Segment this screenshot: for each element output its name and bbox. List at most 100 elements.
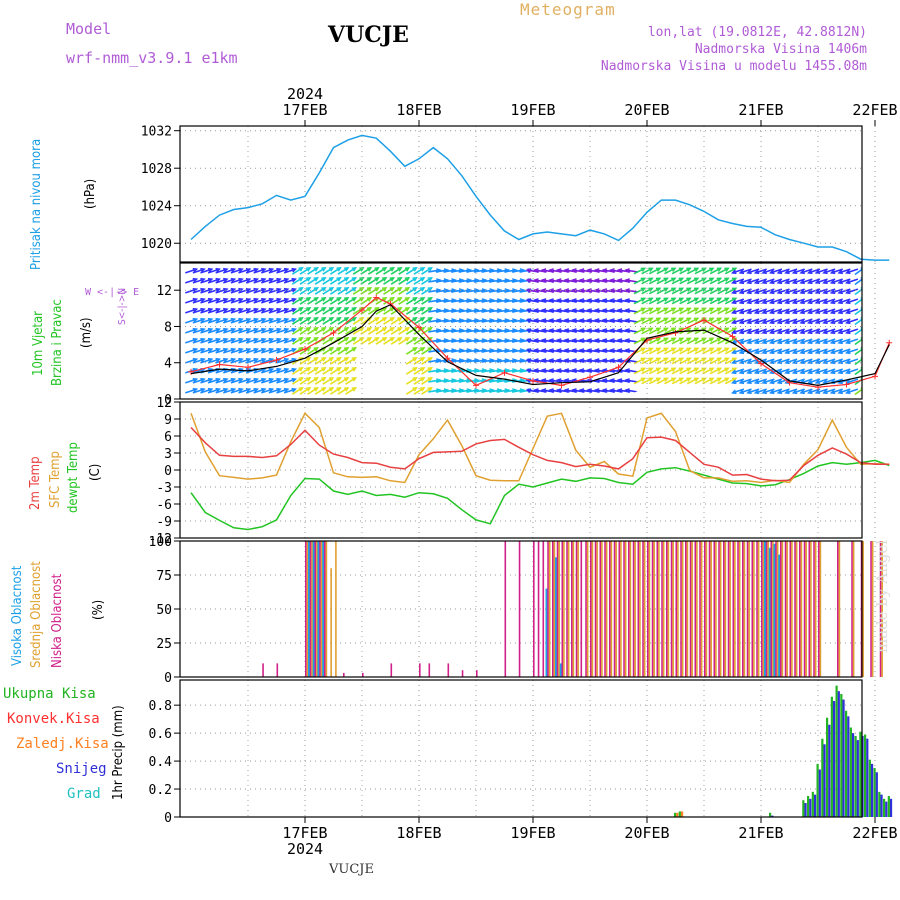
wind-vector-head — [716, 377, 723, 382]
wind-vector — [656, 317, 668, 325]
wind-vector-head — [366, 356, 373, 362]
wind-vector-head — [540, 328, 547, 333]
wind-vector — [261, 358, 273, 364]
wind-vector-head — [814, 279, 821, 285]
wind-vector — [238, 308, 251, 314]
wind-vector-head — [427, 366, 433, 372]
wind-vector — [458, 339, 471, 343]
wind-vector — [702, 357, 714, 365]
wind-vector-head — [200, 357, 206, 363]
wind-vector-head — [601, 358, 608, 363]
cloud-low-bar — [324, 541, 326, 677]
wind-vector-head — [533, 268, 539, 273]
wind-vector-head — [769, 339, 775, 345]
wind-vector — [625, 379, 638, 383]
wind-vector — [253, 388, 266, 394]
wind-vector — [504, 319, 517, 323]
wind-vector — [488, 309, 502, 313]
wind-vector-head — [207, 267, 214, 273]
temp2m-line — [190, 426, 890, 482]
wind-vector — [648, 327, 661, 335]
wind-vector — [276, 378, 289, 384]
wind-vector-head — [837, 299, 843, 305]
wind-vector-head — [891, 317, 895, 321]
wind-vector — [846, 268, 859, 274]
wind-vector-head — [238, 317, 244, 323]
wind-vector — [838, 278, 851, 284]
wind-vector-head — [344, 306, 350, 312]
wind-vector-head — [359, 356, 365, 362]
wind-vector — [739, 278, 752, 284]
wind-vector — [207, 328, 220, 334]
cloud-mid-bar — [624, 541, 627, 677]
wind-vector-head — [884, 327, 888, 331]
wind-vector — [878, 377, 888, 384]
wind-vector — [299, 327, 311, 335]
day-label-bottom: 21FEB — [738, 824, 783, 842]
wind-vector — [878, 337, 888, 344]
wind-vector — [625, 269, 638, 273]
wind-vector-head — [640, 267, 647, 272]
wind-vector-head — [207, 317, 214, 323]
wind-vector — [488, 369, 502, 373]
wind-vector — [686, 347, 699, 355]
wind-vector-head — [693, 367, 700, 372]
wind-vector — [679, 377, 691, 385]
wind-vector — [185, 278, 197, 284]
wind-vector — [800, 318, 813, 324]
wind-vector — [314, 307, 326, 315]
wind-vector — [747, 288, 760, 294]
wind-vector-head — [609, 388, 615, 393]
wind-vector — [421, 267, 433, 275]
wind-vector-head — [563, 308, 570, 313]
wind-vector-head — [876, 377, 880, 381]
wind-vector-head — [389, 286, 395, 292]
wind-vector-head — [876, 347, 880, 351]
wind-vector-head — [192, 287, 199, 293]
wind-vector — [511, 379, 524, 383]
wind-vector-head — [776, 359, 783, 365]
cloud-mid-bar — [620, 541, 622, 677]
wind-vector-head — [799, 279, 805, 285]
wind-vector-head — [655, 277, 662, 282]
wind-vector — [390, 357, 402, 365]
cloud-low-bar — [879, 541, 882, 677]
wind-vector-head — [753, 279, 760, 285]
wind-vector — [641, 307, 653, 315]
year-label-bottom: 2024 — [287, 840, 323, 858]
wind-vector — [207, 288, 220, 294]
wind-vector — [299, 317, 311, 325]
wind-vector — [245, 378, 258, 384]
wind-vector — [473, 359, 486, 363]
wind-vector — [656, 337, 668, 345]
wind-vector-head — [678, 297, 685, 302]
wind-vector-head — [351, 346, 357, 352]
wind-vector — [823, 288, 836, 294]
wind-vector — [450, 389, 464, 393]
wind-vector — [724, 317, 737, 325]
wind-vector-head — [427, 386, 433, 392]
wind-vector-head — [268, 267, 275, 273]
wind-vector — [800, 298, 813, 304]
wind-vector-head — [738, 299, 745, 305]
wind-vector — [702, 307, 714, 315]
wind-vector — [854, 318, 862, 326]
wind-gust-marker — [373, 294, 380, 301]
wind-vector — [473, 279, 486, 283]
cloud-mid-bar — [306, 541, 309, 677]
wind-vector-head — [753, 269, 760, 275]
wind-vector — [245, 298, 258, 304]
wind-vector-head — [586, 268, 592, 273]
cloud-mid-bar — [677, 541, 679, 677]
wind-vector — [838, 268, 851, 274]
wind-vector-head — [420, 356, 426, 362]
cloud-mid-bar — [810, 541, 812, 677]
wind-vector-head — [555, 358, 562, 363]
cloud-mid-bar — [601, 541, 603, 677]
wind-vector — [808, 338, 821, 344]
wind-vector-head — [397, 376, 403, 382]
wind-vector — [694, 277, 706, 285]
wind-vector — [664, 317, 676, 325]
wind-vector — [838, 328, 851, 334]
wind-vector — [314, 377, 326, 385]
